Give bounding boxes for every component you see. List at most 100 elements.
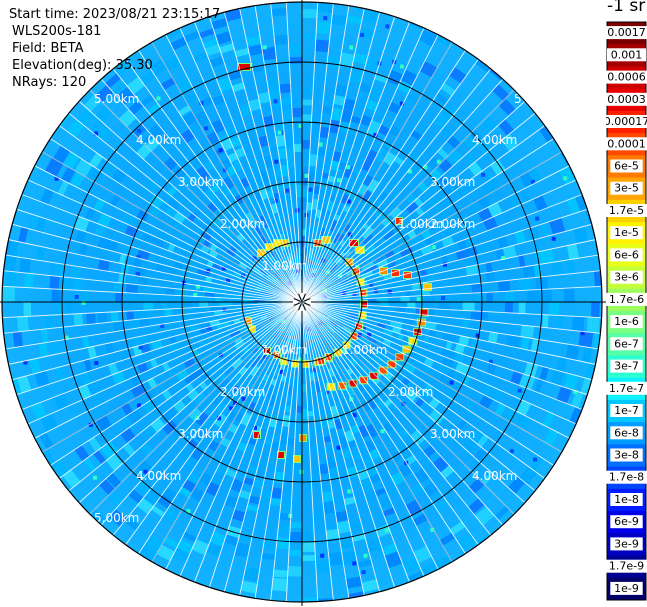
backscatter-cell (225, 125, 238, 139)
backscatter-cell (279, 502, 292, 516)
backscatter-cell (285, 335, 289, 342)
ray-line (305, 270, 601, 303)
backscatter-cell (293, 143, 302, 153)
backscatter-cell (138, 545, 157, 562)
backscatter-cell (199, 296, 212, 302)
backscatter-cell (236, 233, 245, 242)
backscatter-cell (337, 178, 341, 183)
backscatter-cell (89, 152, 103, 169)
backscatter-cell (63, 151, 80, 170)
ray-line (285, 305, 303, 602)
backscatter-cell (74, 445, 90, 462)
ray-line (305, 223, 592, 302)
backscatter-cell (258, 329, 271, 340)
backscatter-cell (395, 256, 407, 266)
backscatter-cell (498, 119, 515, 136)
backscatter-cell (267, 274, 277, 283)
backscatter-cell (105, 342, 114, 355)
colorbar-tick-label: 1e-5 (614, 226, 639, 239)
backscatter-cell (302, 197, 308, 210)
backscatter-cell (231, 509, 246, 522)
backscatter-cell (490, 388, 503, 402)
backscatter-cell (17, 316, 29, 332)
backscatter-cell (308, 261, 313, 273)
backscatter-cell (349, 521, 364, 533)
backscatter-cell (494, 505, 510, 520)
backscatter-cell (105, 73, 121, 89)
colorbar-tick-label: 3e-6 (614, 271, 639, 284)
backscatter-cell (204, 291, 215, 298)
center-ray (293, 301, 303, 306)
backscatter-cell (35, 216, 47, 233)
backscatter-cell (217, 77, 233, 92)
backscatter-cell (332, 232, 341, 244)
backscatter-cell (349, 275, 356, 281)
backscatter-cell (255, 241, 264, 251)
backscatter-cell (302, 229, 306, 236)
backscatter-cell (240, 412, 252, 427)
colorbar-tick-bg (610, 537, 643, 551)
backscatter-cell (279, 432, 289, 445)
backscatter-cell (549, 217, 566, 235)
backscatter-cell (3, 255, 17, 272)
backscatter-cell (340, 365, 350, 379)
colorbar-tick-label: 6e-8 (614, 426, 639, 439)
backscatter-cell (351, 167, 361, 176)
backscatter-cell (222, 176, 235, 190)
backscatter-cell (302, 408, 309, 420)
aerosol-cell (396, 218, 402, 224)
backscatter-cell (398, 279, 407, 287)
backscatter-cell (463, 438, 478, 453)
colorbar-tick-label: 6e-5 (614, 160, 639, 173)
backscatter-cell (362, 267, 372, 275)
ray-line (41, 151, 299, 301)
backscatter-cell (326, 392, 333, 399)
backscatter-cell (280, 164, 289, 177)
backscatter-cell (44, 315, 54, 329)
ray-line (194, 305, 301, 583)
backscatter-cell (228, 70, 242, 81)
backscatter-cell (405, 389, 418, 402)
backscatter-cell (128, 100, 144, 115)
backscatter-cell (222, 307, 227, 312)
backscatter-cell (273, 192, 280, 200)
backscatter-cell (216, 464, 228, 475)
backscatter-cell (344, 383, 356, 397)
backscatter-cell (344, 316, 354, 322)
ray-line (59, 125, 300, 301)
range-ring-label: 2.00km (388, 385, 433, 399)
backscatter-cell (400, 328, 408, 336)
backscatter-cell (183, 30, 201, 43)
backscatter-cell (345, 322, 356, 329)
backscatter-cell (476, 292, 484, 302)
backscatter-cell (83, 457, 97, 472)
backscatter-cell (405, 93, 419, 105)
backscatter-cell (357, 424, 370, 438)
backscatter-cell (191, 368, 204, 380)
backscatter-cell (171, 219, 185, 233)
backscatter-cell (329, 275, 341, 284)
backscatter-cell (120, 349, 129, 361)
backscatter-cell (524, 362, 538, 378)
colorbar: 0.0017 0.001 0.0006 0.0003 0.00017 0.0001 6e-5… (606, 21, 647, 601)
ppi-plot: 1.00km2.00km3.00km4.00km5.00km1.00km2.00… (0, 0, 606, 606)
backscatter-cell (149, 194, 164, 209)
backscatter-cell (219, 302, 232, 307)
backscatter-cell (96, 124, 113, 142)
backscatter-cell (426, 156, 441, 171)
colorbar-tick-bg (606, 204, 647, 217)
backscatter-cell (262, 45, 267, 50)
colorbar-tick-label: 0.0017 (607, 26, 646, 39)
backscatter-cell (57, 180, 69, 196)
backscatter-cell (376, 259, 389, 268)
backscatter-cell (151, 339, 163, 351)
backscatter-cell (298, 124, 303, 128)
ray-line (8, 302, 299, 365)
backscatter-cell (302, 189, 308, 198)
backscatter-cell (273, 331, 280, 339)
backscatter-cell (410, 429, 426, 446)
backscatter-cell (329, 314, 337, 320)
backscatter-cell (310, 262, 315, 272)
ray-line (3, 301, 299, 334)
backscatter-cell (480, 115, 498, 134)
